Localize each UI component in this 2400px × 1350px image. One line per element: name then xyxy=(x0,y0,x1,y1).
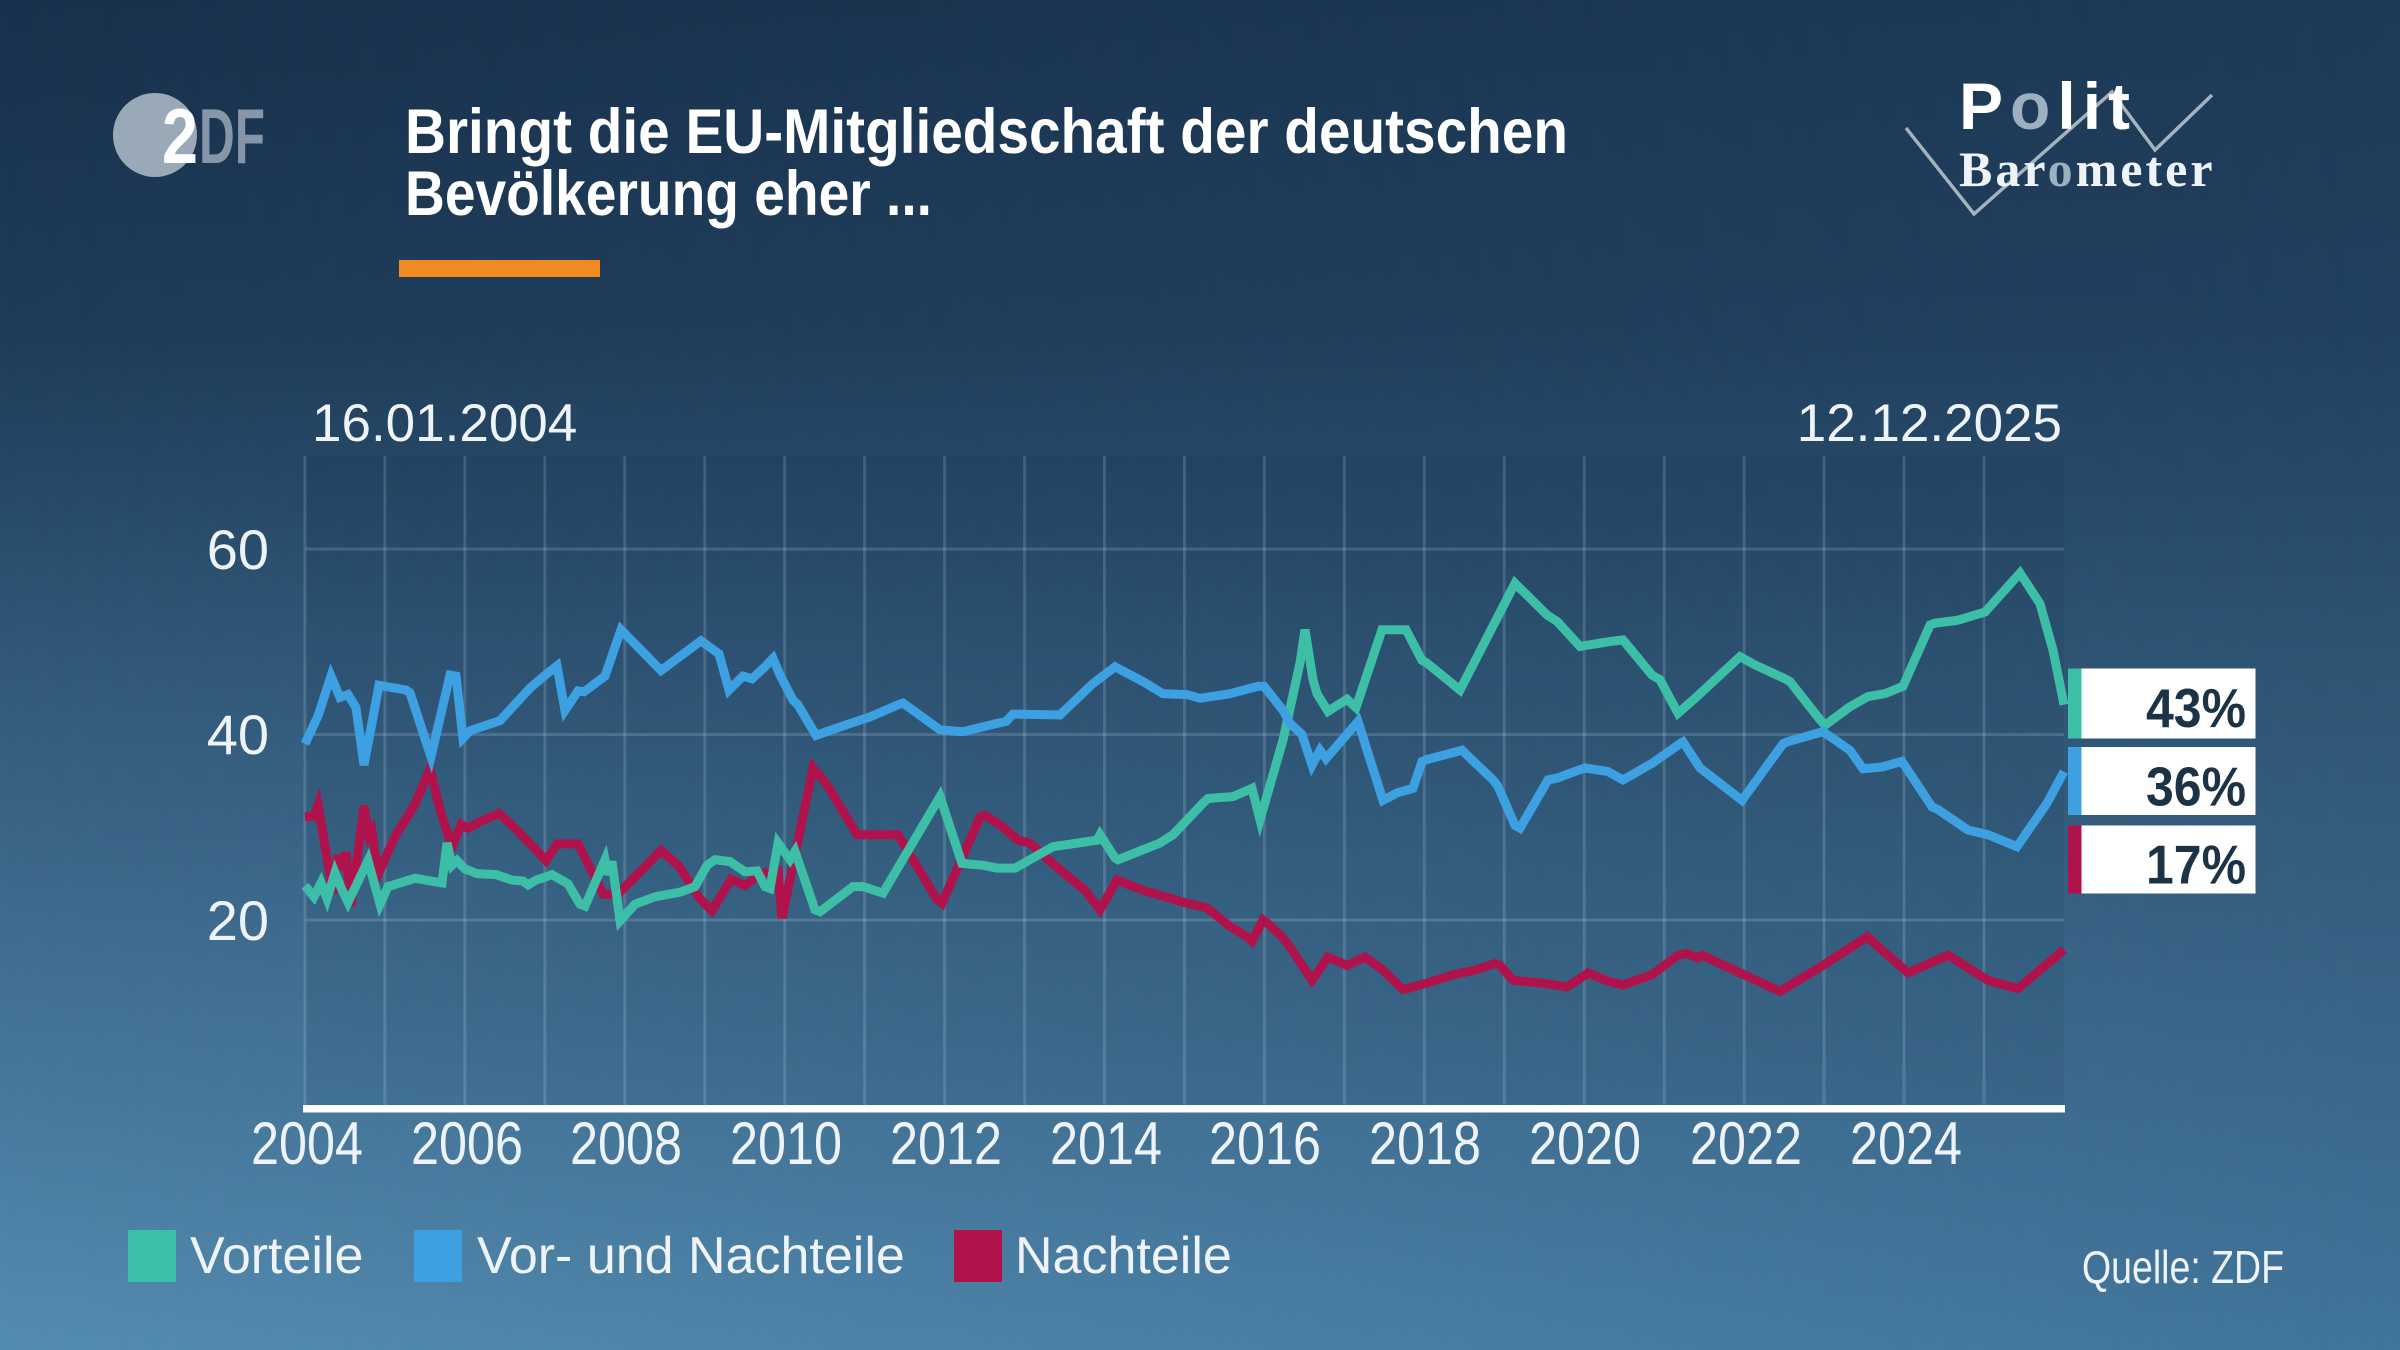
svg-text:60: 60 xyxy=(207,518,269,581)
svg-text:43%: 43% xyxy=(2146,677,2246,739)
svg-text:2016: 2016 xyxy=(1209,1110,1321,1177)
svg-text:2014: 2014 xyxy=(1050,1110,1162,1177)
svg-text:17%: 17% xyxy=(2146,834,2246,896)
svg-text:2020: 2020 xyxy=(1529,1110,1641,1177)
svg-text:12.12.2025: 12.12.2025 xyxy=(1797,394,2062,453)
svg-text:20: 20 xyxy=(207,889,269,952)
svg-text:Barometer: Barometer xyxy=(1959,141,2216,197)
svg-text:Bringt die EU-Mitgliedschaft d: Bringt die EU-Mitgliedschaft der deutsch… xyxy=(405,97,1568,167)
svg-text:2008: 2008 xyxy=(570,1110,682,1177)
svg-text:Nachteile: Nachteile xyxy=(1015,1227,1232,1285)
svg-text:2012: 2012 xyxy=(890,1110,1002,1177)
svg-text:40: 40 xyxy=(207,703,269,766)
svg-text:2022: 2022 xyxy=(1690,1110,1802,1177)
svg-text:2010: 2010 xyxy=(730,1110,842,1177)
svg-text:2006: 2006 xyxy=(411,1110,523,1177)
svg-text:2024: 2024 xyxy=(1850,1110,1962,1177)
svg-text:2018: 2018 xyxy=(1369,1110,1481,1177)
svg-text:Polit: Polit xyxy=(1959,69,2137,143)
svg-text:16.01.2004: 16.01.2004 xyxy=(312,394,577,453)
svg-text:Quelle: ZDF: Quelle: ZDF xyxy=(2082,1241,2284,1293)
svg-text:Bevölkerung eher ...: Bevölkerung eher ... xyxy=(405,159,932,229)
svg-text:2: 2 xyxy=(162,92,198,180)
svg-text:36%: 36% xyxy=(2146,756,2246,818)
svg-text:Vorteile: Vorteile xyxy=(190,1227,363,1285)
svg-text:Vor- und Nachteile: Vor- und Nachteile xyxy=(477,1227,905,1285)
svg-text:2004: 2004 xyxy=(251,1110,363,1177)
svg-text:DF: DF xyxy=(199,92,265,180)
